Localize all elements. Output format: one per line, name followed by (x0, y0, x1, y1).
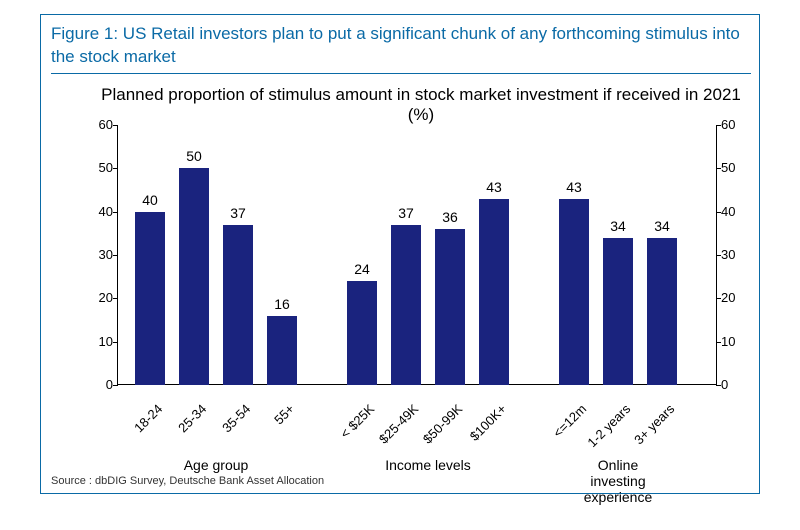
bar-value-label: 34 (610, 218, 626, 234)
y-tick-left: 60 (79, 117, 113, 132)
chart-title: Planned proportion of stimulus amount in… (101, 85, 741, 126)
group-label: Age group (184, 457, 249, 473)
category-label: $50-99K (412, 401, 465, 454)
y-tick-right: 40 (721, 204, 755, 219)
y-axis-left-ticks: 0102030405060 (79, 125, 113, 385)
y-tick-right: 20 (721, 290, 755, 305)
caption-rule (51, 73, 751, 74)
category-label: < $25K (324, 401, 377, 454)
y-tick-left: 0 (79, 377, 113, 392)
category-label: $25-49K (368, 401, 421, 454)
y-tick-left: 40 (79, 204, 113, 219)
y-tick-right: 10 (721, 334, 755, 349)
bar-value-label: 24 (354, 261, 370, 277)
y-tick-left: 30 (79, 247, 113, 262)
y-tick-left: 50 (79, 160, 113, 175)
bar (179, 168, 209, 385)
bar-value-label: 40 (142, 192, 158, 208)
bar (347, 281, 377, 385)
category-label: 55+ (244, 401, 297, 454)
bar-value-label: 34 (654, 218, 670, 234)
bar-value-label: 36 (442, 209, 458, 225)
category-label: <=12m (536, 401, 589, 454)
bar (435, 229, 465, 385)
bar-value-label: 16 (274, 296, 290, 312)
category-label: 1-2 years (580, 401, 633, 454)
bar (391, 225, 421, 385)
y-tick-right: 30 (721, 247, 755, 262)
y-tick-left: 20 (79, 290, 113, 305)
category-label: 18-24 (112, 401, 165, 454)
bar-value-label: 37 (230, 205, 246, 221)
bar (267, 316, 297, 385)
figure-caption: Figure 1: US Retail investors plan to pu… (51, 23, 751, 69)
category-label: $100K+ (456, 401, 509, 454)
y-tick-right: 60 (721, 117, 755, 132)
bar (603, 238, 633, 385)
bar-value-label: 43 (486, 179, 502, 195)
figure-frame: Figure 1: US Retail investors plan to pu… (40, 14, 760, 494)
bar (559, 199, 589, 385)
category-label: 25-34 (156, 401, 209, 454)
bar (479, 199, 509, 385)
chart-plot-area: 0102030405060 0102030405060 4018-245025-… (117, 125, 717, 385)
bar-value-label: 43 (566, 179, 582, 195)
bar-value-label: 50 (186, 148, 202, 164)
y-axis-right-ticks: 0102030405060 (721, 125, 755, 385)
bar-value-label: 37 (398, 205, 414, 221)
bar (647, 238, 677, 385)
group-label: Online investing experience (569, 457, 668, 505)
y-tick-right: 0 (721, 377, 755, 392)
group-label: Income levels (385, 457, 471, 473)
category-label: 35-54 (200, 401, 253, 454)
bar (223, 225, 253, 385)
y-tick-right: 50 (721, 160, 755, 175)
source-line: Source : dbDIG Survey, Deutsche Bank Ass… (51, 475, 324, 487)
category-label: 3+ years (624, 401, 677, 454)
y-tick-left: 10 (79, 334, 113, 349)
bar (135, 212, 165, 385)
